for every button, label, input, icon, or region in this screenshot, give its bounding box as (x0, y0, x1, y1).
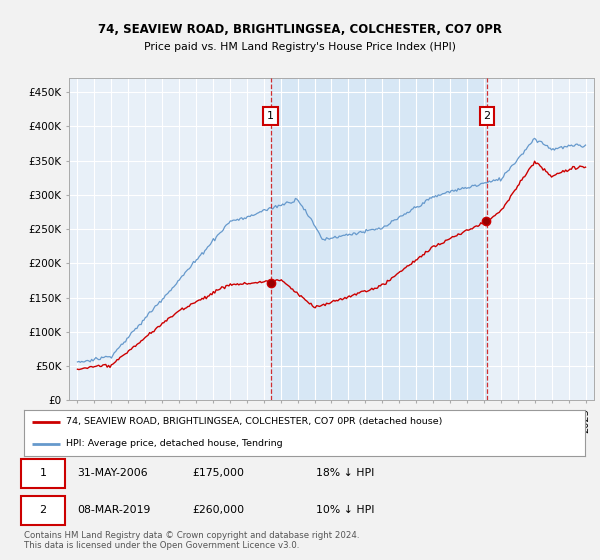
Text: 31-MAY-2006: 31-MAY-2006 (77, 468, 148, 478)
Text: 2: 2 (484, 111, 491, 121)
FancyBboxPatch shape (21, 496, 65, 525)
Text: 1: 1 (40, 468, 47, 478)
Text: £175,000: £175,000 (192, 468, 244, 478)
Text: 18% ↓ HPI: 18% ↓ HPI (316, 468, 374, 478)
Text: 1: 1 (267, 111, 274, 121)
Bar (271, 78, 487, 400)
Text: Price paid vs. HM Land Registry's House Price Index (HPI): Price paid vs. HM Land Registry's House … (144, 42, 456, 52)
Text: 74, SEAVIEW ROAD, BRIGHTLINGSEA, COLCHESTER, CO7 0PR: 74, SEAVIEW ROAD, BRIGHTLINGSEA, COLCHES… (98, 22, 502, 36)
Text: 10% ↓ HPI: 10% ↓ HPI (316, 505, 374, 515)
Text: HPI: Average price, detached house, Tendring: HPI: Average price, detached house, Tend… (66, 439, 283, 448)
Text: 74, SEAVIEW ROAD, BRIGHTLINGSEA, COLCHESTER, CO7 0PR (detached house): 74, SEAVIEW ROAD, BRIGHTLINGSEA, COLCHES… (66, 417, 442, 426)
Text: Contains HM Land Registry data © Crown copyright and database right 2024.
This d: Contains HM Land Registry data © Crown c… (24, 531, 359, 550)
Text: 2: 2 (40, 505, 47, 515)
Text: £260,000: £260,000 (192, 505, 244, 515)
Text: 08-MAR-2019: 08-MAR-2019 (77, 505, 151, 515)
FancyBboxPatch shape (21, 459, 65, 488)
